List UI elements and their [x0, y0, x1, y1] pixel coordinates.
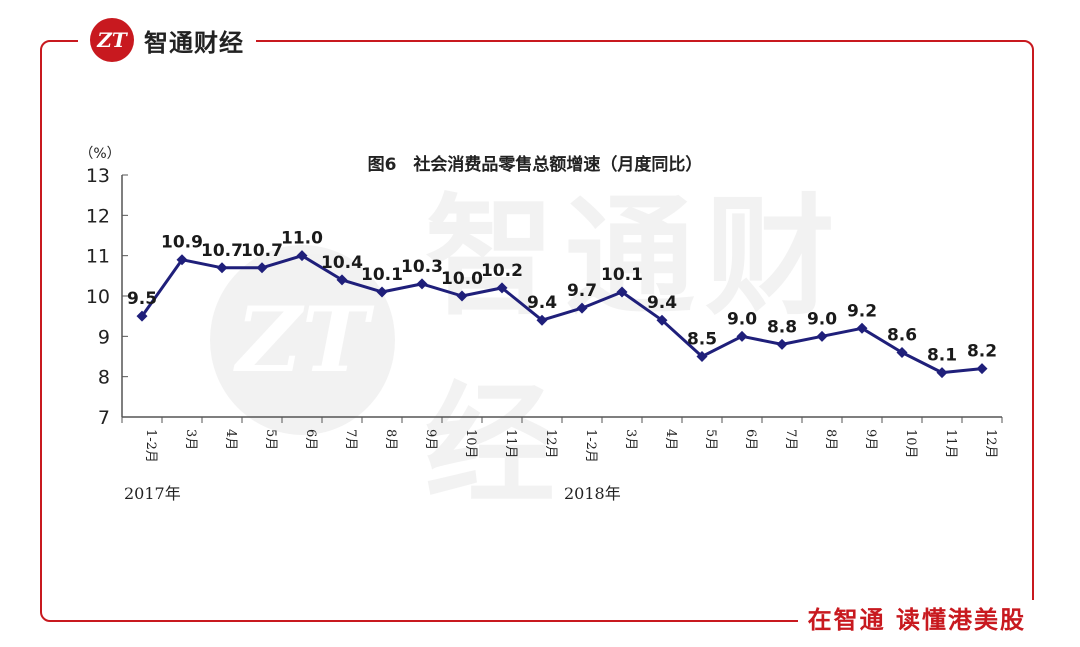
x-tick-label: 10月 [903, 429, 918, 459]
data-point [136, 310, 148, 322]
x-tick-label: 12月 [983, 429, 998, 459]
data-label: 8.1 [927, 346, 957, 366]
data-point [496, 282, 508, 294]
x-tick-label: 9月 [423, 429, 438, 450]
y-tick-label: 9 [98, 326, 110, 348]
data-point [216, 262, 228, 274]
data-label: 9.7 [567, 281, 597, 301]
x-tick-label: 12月 [543, 429, 558, 459]
x-tick-label: 4月 [663, 429, 678, 450]
data-point [896, 346, 908, 358]
data-label: 9.4 [647, 293, 677, 313]
data-label: 9.5 [127, 289, 157, 309]
data-label: 9.0 [727, 309, 757, 329]
data-point [776, 338, 788, 350]
data-label: 10.0 [441, 269, 483, 289]
data-point [416, 278, 428, 290]
x-tick-label: 7月 [783, 429, 798, 450]
brand-header: ZT 智通财经 [78, 14, 256, 66]
data-label: 9.2 [847, 301, 877, 321]
data-label: 10.7 [241, 241, 283, 261]
x-tick-label: 8月 [823, 429, 838, 450]
data-point [256, 262, 268, 274]
data-point [976, 363, 988, 375]
data-point [536, 314, 548, 326]
data-point [696, 351, 708, 362]
data-label: 10.1 [601, 265, 643, 285]
data-label: 10.3 [401, 257, 443, 277]
data-point [856, 322, 868, 334]
data-point [616, 286, 628, 298]
axes: 7 8 9 10 11 12 13 1-2月 3月 4月 5月 6月 7月 8月 9月 10月 11月 12月 1-… [86, 165, 1003, 503]
x-tick-label: 5月 [263, 429, 278, 450]
data-label: 10.7 [201, 241, 243, 261]
brand-logo-icon: ZT [90, 18, 134, 62]
x-tick-label: 11月 [503, 429, 518, 459]
x-tick-label: 9月 [863, 429, 878, 450]
data-point [656, 314, 668, 326]
x-tick-label: 10月 [463, 429, 478, 459]
x-tick-label: 3月 [183, 429, 198, 450]
data-label: 9.4 [527, 293, 557, 313]
chart-title: 图6 社会消费品零售总额增速（月度同比） [368, 154, 703, 175]
data-label: 10.2 [481, 261, 523, 281]
data-point [176, 254, 188, 266]
card-frame [40, 40, 1034, 622]
data-label: 9.0 [807, 309, 837, 329]
data-point [816, 330, 828, 342]
y-tick-label: 12 [86, 205, 110, 227]
data-point [296, 250, 308, 262]
data-point [936, 367, 948, 379]
data-label: 8.2 [967, 342, 997, 362]
year-label: 2018年 [564, 484, 621, 503]
data-label: 8.8 [767, 317, 797, 337]
y-tick-label: 11 [86, 246, 110, 268]
data-point [736, 330, 748, 342]
data-label: 10.9 [161, 233, 203, 253]
x-tick-label: 1-2月 [143, 429, 158, 463]
series-line [140, 254, 983, 375]
y-tick-label: 8 [98, 367, 110, 389]
data-label: 8.5 [687, 330, 717, 350]
x-tick-label: 3月 [623, 429, 638, 450]
y-axis-unit: （%） [79, 146, 120, 162]
x-tick-label: 6月 [303, 429, 318, 450]
data-label: 10.1 [361, 265, 403, 285]
x-tick-label: 8月 [383, 429, 398, 450]
data-point [376, 286, 388, 298]
x-tick-label: 7月 [343, 429, 358, 450]
data-point [456, 290, 468, 302]
x-tick-label: 6月 [743, 429, 758, 450]
year-label: 2017年 [124, 484, 181, 503]
slogan: 在智通 读懂港美股 [797, 600, 1036, 640]
x-tick-label: 11月 [943, 429, 958, 459]
data-label: 11.0 [281, 229, 323, 249]
y-tick-label: 13 [86, 165, 110, 187]
data-point [336, 274, 348, 286]
data-label: 8.6 [887, 325, 917, 345]
series-area: 9.510.910.710.711.010.410.110.310.010.29… [127, 229, 997, 379]
x-tick-label: 5月 [703, 429, 718, 450]
x-tick-label: 4月 [223, 429, 238, 450]
y-tick-label: 10 [86, 286, 110, 308]
y-tick-label: 7 [98, 407, 110, 429]
data-point [576, 302, 588, 314]
brand-name: 智通财经 [144, 28, 244, 57]
x-tick-label: 1-2月 [583, 429, 598, 463]
data-label: 10.4 [321, 253, 363, 273]
